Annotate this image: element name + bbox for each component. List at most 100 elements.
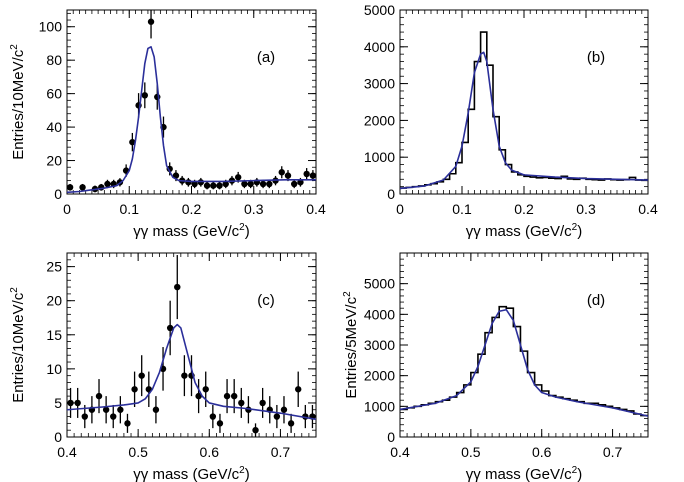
data-point [110, 413, 117, 420]
fit-curve [67, 323, 316, 421]
y-tick-label: 2000 [364, 368, 395, 384]
y-tick-label: 3000 [364, 76, 395, 92]
histogram-bin [478, 354, 485, 437]
x-tick-label: 0.7 [271, 444, 291, 460]
x-tick-label: 0.5 [128, 444, 148, 460]
data-point [104, 180, 111, 188]
histogram-bin [499, 307, 506, 437]
histogram-bin [574, 179, 580, 194]
x-tick-label: 0.3 [244, 201, 264, 217]
x-axis-label: γγ mass (GeV/c2) [466, 222, 582, 240]
panel-label: (c) [257, 292, 275, 309]
y-tick-label: 80 [46, 52, 62, 68]
histogram-bin [542, 391, 549, 437]
histogram-bin [636, 180, 642, 194]
histogram-bin [570, 400, 577, 437]
data-point [74, 399, 81, 407]
histogram-bin [474, 62, 480, 194]
x-axis-label: γγ mass (GeV/c2) [133, 465, 249, 482]
data-point [216, 420, 224, 427]
data-point [259, 399, 266, 407]
histogram-bin [512, 172, 518, 194]
fit-curve [400, 51, 648, 190]
y-tick-label: 40 [46, 119, 62, 135]
histogram-bin [563, 399, 570, 437]
data-point [195, 392, 202, 400]
histogram-bin [584, 403, 591, 437]
histogram-bin [598, 180, 604, 194]
data-point [95, 392, 103, 400]
y-tick-label: 20 [46, 293, 62, 309]
data-point [247, 180, 254, 188]
y-tick-label: 5 [54, 395, 62, 411]
data-point [81, 413, 88, 420]
histogram-bin [530, 177, 536, 194]
y-tick-label: 0 [54, 186, 62, 202]
panel-4: 0 1000 2000 3000 4000 5000 0.4 0.5 0.6 0.7 γγ mass… [342, 252, 649, 482]
x-tick-label: 0.4 [306, 201, 326, 217]
x-tick-label: 0.4 [638, 201, 658, 217]
histogram-bin [536, 178, 542, 194]
histogram-bin [617, 180, 623, 194]
data-point [278, 169, 285, 176]
data-point [203, 182, 211, 189]
plot-frame [66, 252, 317, 438]
histogram-bin [577, 402, 584, 437]
y-tick-label: 4000 [364, 306, 395, 322]
histogram-bin [555, 179, 561, 194]
histogram-bin [464, 385, 471, 437]
data-point [210, 182, 217, 189]
histogram-bin [561, 176, 567, 194]
data-point [166, 324, 174, 332]
data-point [79, 184, 86, 191]
data-point [259, 180, 267, 188]
histogram-bin [641, 416, 648, 437]
histogram-bin [634, 414, 641, 437]
y-axis-label: Entries/10MeV/c2 [9, 44, 27, 160]
data-point [152, 406, 160, 413]
y-tick-label: 25 [46, 259, 62, 275]
data-point [266, 180, 273, 188]
data-point [222, 180, 229, 188]
data-point [223, 392, 231, 400]
histogram-bin [462, 142, 468, 194]
data-point [102, 406, 110, 413]
y-tick-label: 2000 [364, 112, 395, 128]
data-point [67, 184, 74, 191]
panel-3: 0 5 10 15 20 25 0.4 0.5 0.6 0.7 γγ mass (GeV/c2) En… [9, 252, 317, 482]
x-tick-label: 0.4 [57, 444, 77, 460]
x-tick-label: 0.3 [576, 201, 596, 217]
x-axis-label: γγ mass (GeV/c2) [466, 465, 582, 482]
data-point [309, 172, 316, 179]
y-tick-label: 60 [46, 86, 62, 102]
x-tick-label: 0.7 [603, 444, 623, 460]
histogram-bin [400, 409, 407, 437]
panel-label: (a) [257, 49, 275, 66]
x-axis-label: γγ mass (GeV/c2) [133, 222, 249, 240]
data-point [138, 372, 145, 379]
histogram-bin [468, 109, 474, 194]
y-tick-label: 0 [54, 429, 62, 445]
histogram-bin [591, 403, 598, 437]
x-tick-label: 0.6 [532, 444, 552, 460]
panel-2: 0 1000 2000 3000 4000 5000 0 0.1 0.2 0.3 0.4 γγ mas… [364, 2, 658, 240]
histogram-bin [506, 308, 513, 437]
histogram-bin [435, 402, 442, 437]
histogram-bin [613, 408, 620, 437]
plot-frame [66, 9, 317, 195]
y-tick-label: 20 [46, 153, 62, 169]
y-tick-label: 0 [387, 186, 395, 202]
histogram-bin [431, 184, 437, 194]
histogram-bin [524, 176, 530, 194]
histogram-bin [535, 385, 542, 437]
data-point [252, 426, 259, 434]
plot-area [67, 10, 316, 194]
histogram-bin [518, 175, 524, 194]
histogram-bin [605, 179, 611, 194]
data-point [181, 372, 188, 379]
histogram-bin [471, 373, 478, 437]
histogram-bin [580, 178, 586, 194]
histogram-bin [611, 180, 617, 194]
y-tick-label: 100 [39, 19, 63, 35]
